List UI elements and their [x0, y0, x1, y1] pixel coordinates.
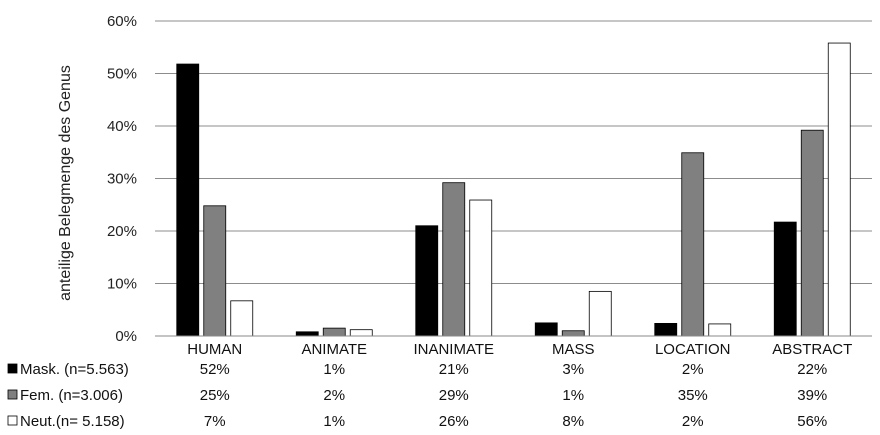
category-label: ABSTRACT	[772, 341, 852, 358]
y-tick-label: 10%	[107, 276, 137, 293]
table-cell: 52%	[200, 361, 230, 378]
category-label: LOCATION	[655, 341, 731, 358]
bar	[176, 63, 200, 337]
bar	[827, 42, 851, 337]
table-cell: 26%	[439, 413, 469, 430]
y-tick-label: 20%	[107, 223, 137, 240]
bar	[681, 152, 705, 337]
bar	[534, 322, 558, 337]
gridlines	[155, 20, 872, 284]
category-label: MASS	[552, 341, 595, 358]
y-tick-label: 50%	[107, 66, 137, 83]
bar	[561, 330, 585, 337]
bar	[708, 323, 732, 337]
bar	[588, 290, 612, 337]
bar	[349, 329, 373, 337]
table-cell: 1%	[323, 361, 345, 378]
bar	[295, 331, 319, 337]
table-cell: 1%	[562, 387, 584, 404]
y-axis-ticks: 0% 10% 20% 30% 40% 50% 60%	[107, 13, 137, 345]
y-tick-label: 0%	[115, 328, 137, 345]
bar	[415, 225, 439, 337]
bar	[230, 300, 254, 337]
legend-label: Neut.(n= 5.158)	[20, 413, 125, 430]
legend-swatch	[7, 363, 18, 374]
table-cell: 22%	[797, 361, 827, 378]
bars	[176, 42, 851, 337]
y-tick-label: 30%	[107, 171, 137, 188]
table-cell: 25%	[200, 387, 230, 404]
bar	[203, 205, 227, 337]
bar	[654, 322, 678, 337]
bar	[322, 327, 346, 337]
table-cell: 29%	[439, 387, 469, 404]
data-table: 52% 25% 7% 1% 2% 1% 21% 29% 26% 3% 1% 8% 2% 35% 2% 22% 3…	[7, 361, 827, 430]
legend-swatch	[7, 389, 18, 400]
table-cell: 35%	[678, 387, 708, 404]
y-tick-label: 40%	[107, 118, 137, 135]
y-tick-label: 60%	[107, 13, 137, 30]
table-cell: 8%	[562, 413, 584, 430]
table-cell: 39%	[797, 387, 827, 404]
table-cell: 2%	[323, 387, 345, 404]
table-cell: 2%	[682, 361, 704, 378]
category-label: ANIMATE	[301, 341, 367, 358]
table-cell: 56%	[797, 413, 827, 430]
legend-label: Mask. (n=5.563)	[20, 361, 129, 378]
category-labels: HUMAN ANIMATE INANIMATE MASS LOCATION ABSTRAC…	[187, 341, 852, 358]
table-cell: 2%	[682, 413, 704, 430]
table-cell: 21%	[439, 361, 469, 378]
bar	[800, 129, 824, 337]
legend-swatch	[7, 415, 18, 426]
table-cell: 1%	[323, 413, 345, 430]
bar	[469, 199, 493, 337]
category-label: HUMAN	[187, 341, 242, 358]
y-axis-label: anteilige Belegmenge des Genus	[57, 65, 74, 301]
category-label: INANIMATE	[413, 341, 494, 358]
bar	[442, 182, 466, 337]
legend-label: Fem. (n=3.006)	[20, 387, 123, 404]
table-cell: 3%	[562, 361, 584, 378]
bar	[773, 221, 797, 337]
table-cell: 7%	[204, 413, 226, 430]
